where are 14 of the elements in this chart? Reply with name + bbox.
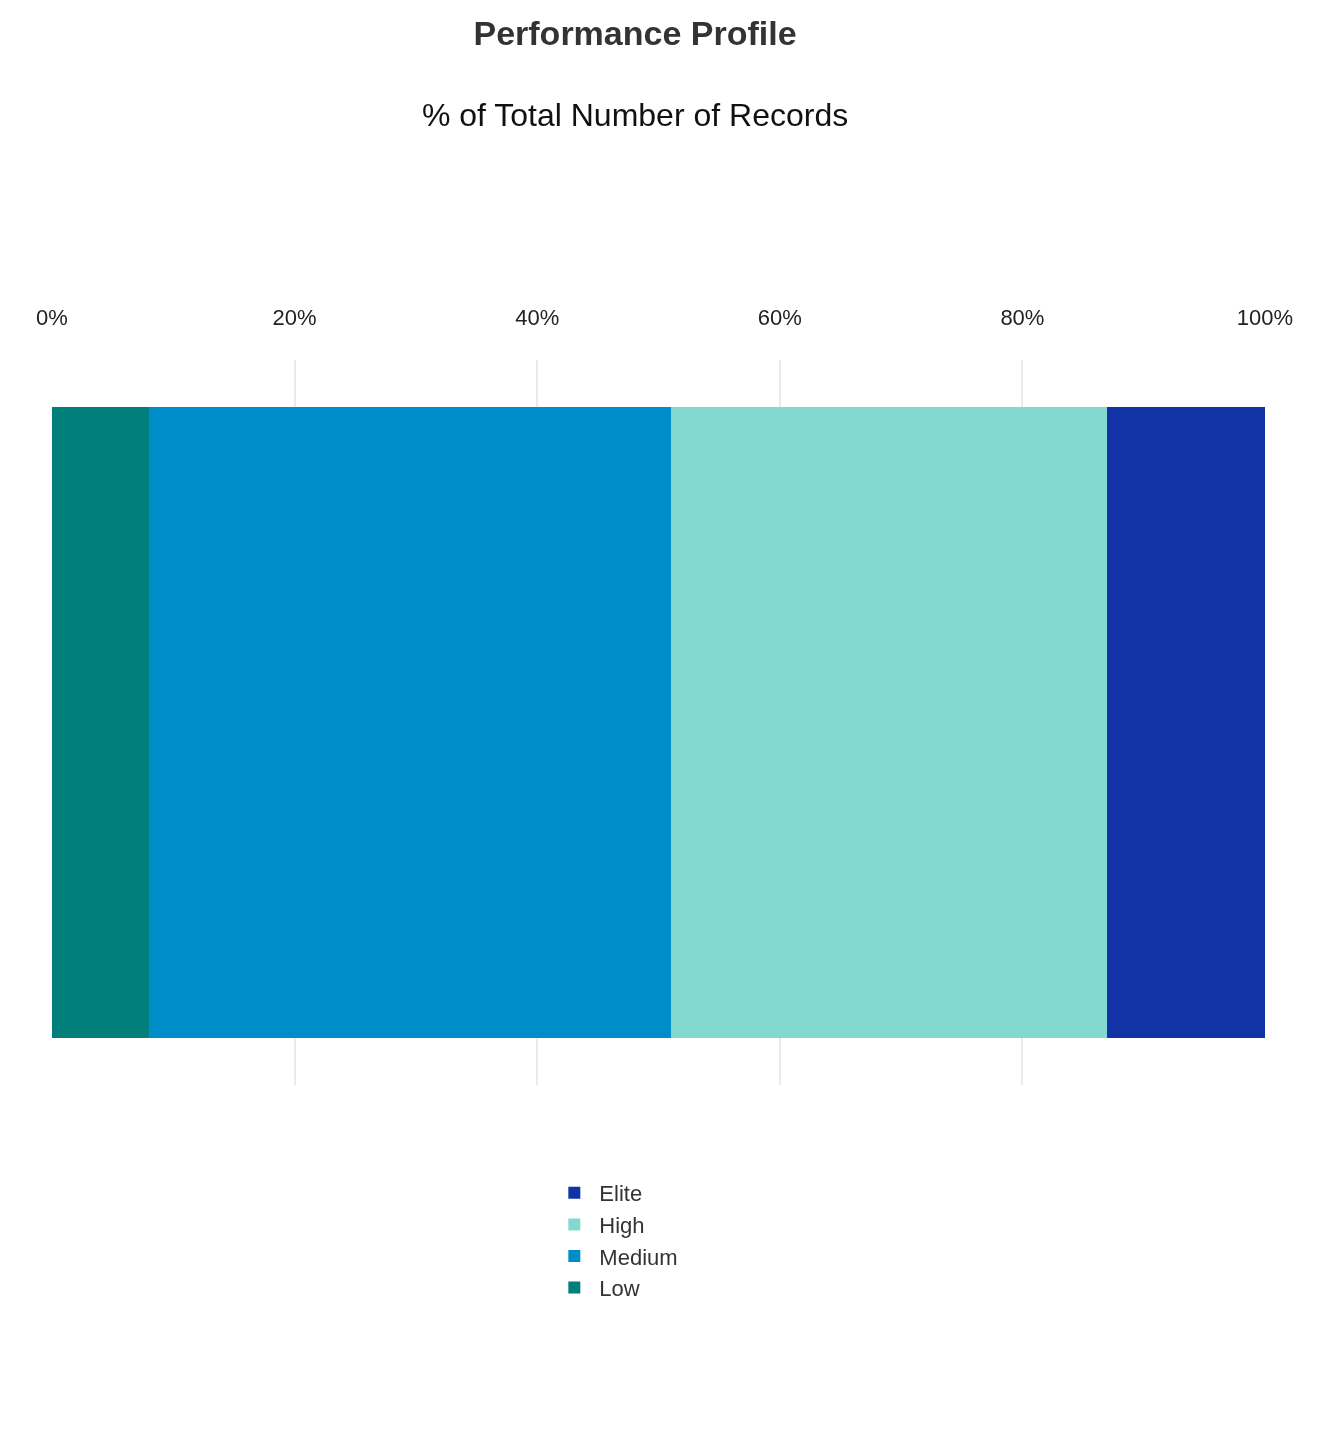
bar [1107, 407, 1265, 1038]
legend-label: Low [599, 1276, 640, 1302]
x-tick-label: 0% [36, 304, 68, 330]
bar [52, 407, 150, 1038]
legend-label: Medium [599, 1244, 678, 1270]
x-tick-label: 80% [1000, 304, 1045, 330]
chart-subtitle: % of Total Number of Records [421, 96, 849, 133]
x-tick-label: 100% [1236, 304, 1294, 330]
x-tick-label: 40% [515, 304, 560, 330]
legend-label: High [599, 1212, 645, 1238]
x-tick-label: 60% [757, 304, 802, 330]
x-tick-label: 20% [272, 304, 317, 330]
chart-title: Performance Profile [473, 14, 797, 53]
legend-label: Elite [599, 1181, 643, 1207]
